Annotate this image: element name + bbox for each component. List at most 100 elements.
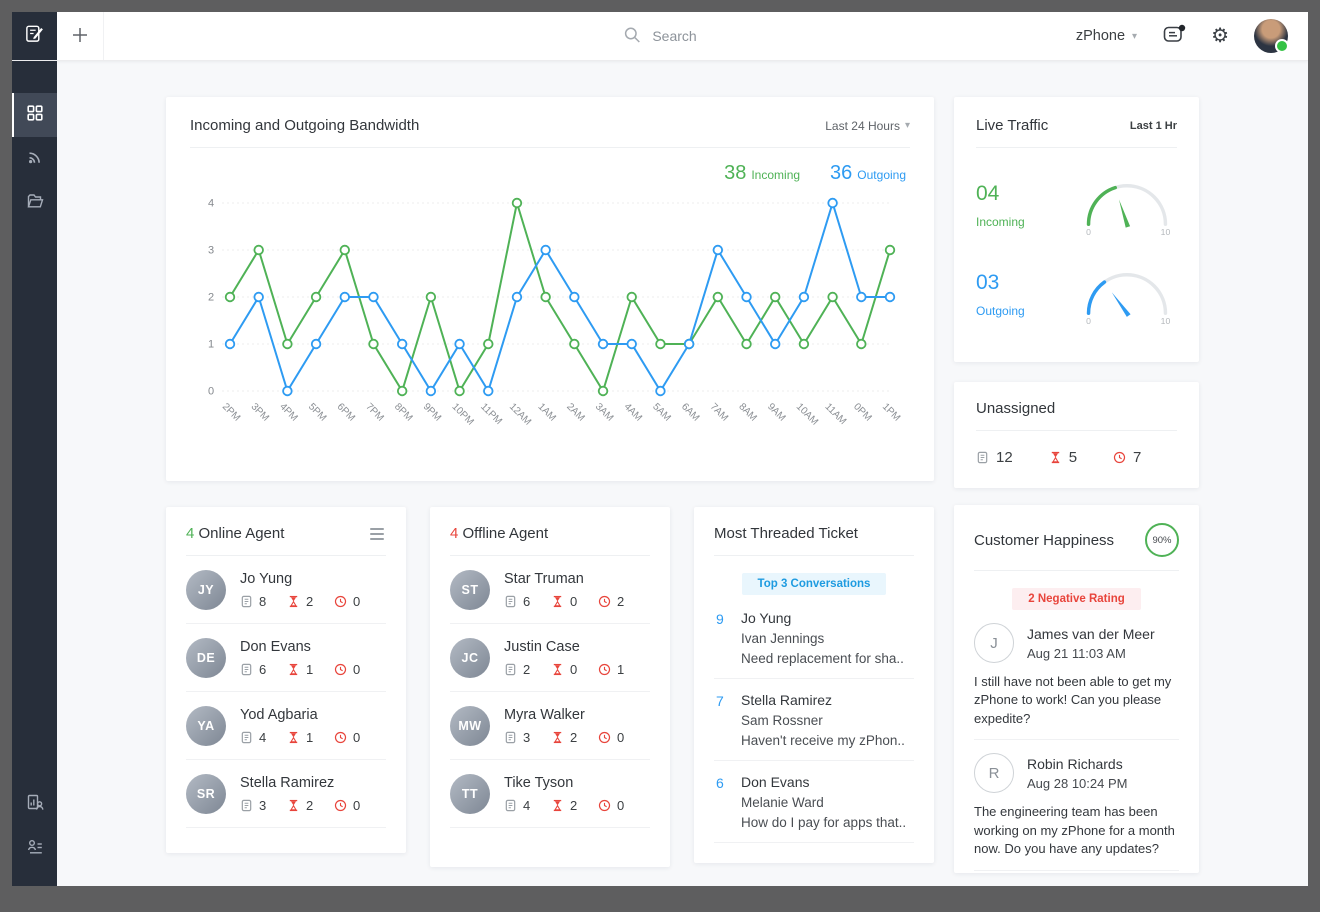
folder-icon	[26, 192, 44, 215]
svg-text:4AM: 4AM	[622, 401, 644, 423]
app-window: Search zPhone ▾ ⚙	[12, 12, 1308, 886]
notifications-button[interactable]	[1162, 24, 1186, 48]
add-new-button[interactable]	[57, 12, 104, 60]
svg-text:11PM: 11PM	[478, 401, 504, 427]
ticket-row[interactable]: 9 Jo Yung Ivan Jennings Need replacement…	[714, 597, 914, 679]
feedback-message: I still have not been able to get my zPh…	[974, 673, 1179, 741]
svg-text:5PM: 5PM	[306, 401, 328, 423]
thread-count: 7	[716, 693, 724, 709]
svg-text:0: 0	[1086, 227, 1091, 237]
unassigned-title: Unassigned	[976, 400, 1056, 417]
svg-text:2: 2	[208, 292, 214, 304]
svg-text:0: 0	[208, 386, 214, 398]
clock-icon	[598, 663, 611, 676]
grid-icon	[26, 104, 44, 127]
agent-name: Jo Yung	[240, 571, 293, 587]
unassigned-due: 7	[1133, 449, 1142, 466]
svg-text:8PM: 8PM	[392, 401, 414, 423]
department-label: zPhone	[1075, 28, 1126, 44]
hamburger-icon[interactable]	[368, 526, 386, 542]
agent-row[interactable]: SR Stella Ramirez 3 2 0	[186, 760, 386, 828]
due-count: 0	[353, 730, 361, 745]
hourglass-icon	[551, 799, 564, 812]
svg-text:9PM: 9PM	[421, 401, 443, 423]
hourglass-icon	[1049, 451, 1062, 464]
ticket-subject: Haven't receive my zPhon..	[741, 733, 905, 748]
agent-row[interactable]: JY Jo Yung 8 2 0	[186, 556, 386, 624]
hourglass-icon	[551, 731, 564, 744]
due-count: 0	[353, 662, 361, 677]
ticket-icon	[504, 663, 517, 676]
department-dropdown[interactable]: zPhone ▾	[1076, 28, 1137, 44]
hourglass-icon	[551, 663, 564, 676]
divider	[190, 147, 910, 148]
svg-text:2AM: 2AM	[564, 401, 586, 423]
overdue-count: 2	[570, 798, 578, 813]
search-input[interactable]: Search	[623, 26, 697, 47]
ticket-agent: Jo Yung	[741, 610, 792, 626]
overdue-count: 2	[306, 798, 314, 813]
agent-row[interactable]: TT Tike Tyson 4 2 0	[450, 760, 650, 828]
sidebar-item-archive[interactable]	[12, 181, 57, 225]
compose-logo-button[interactable]	[12, 12, 57, 60]
customer-happiness-card: Customer Happiness 90% 2 Negative Rating…	[954, 505, 1199, 873]
divider	[976, 147, 1177, 148]
ticket-row[interactable]: 7 Stella Ramirez Sam Rossner Haven't rec…	[714, 679, 914, 761]
svg-text:6PM: 6PM	[335, 401, 357, 423]
unassigned-overdue: 5	[1068, 449, 1078, 466]
svg-text:10AM: 10AM	[794, 401, 820, 427]
hourglass-icon	[551, 595, 564, 608]
incoming-legend-label: Incoming	[751, 168, 801, 182]
unassigned-tickets: 12	[996, 449, 1013, 466]
incoming-live-label: Incoming	[976, 214, 1025, 229]
svg-text:1PM: 1PM	[880, 401, 902, 423]
topbar: Search zPhone ▾ ⚙	[12, 12, 1308, 61]
customer-name: James van der Meer	[1027, 625, 1155, 642]
due-count: 0	[353, 594, 361, 609]
divider	[974, 570, 1179, 571]
outgoing-legend-label: Outgoing	[857, 168, 906, 182]
sidebar-item-contacts[interactable]	[12, 826, 57, 886]
chevron-down-icon: ▾	[1132, 30, 1138, 42]
sidebar-item-dashboard[interactable]	[12, 93, 57, 137]
agent-avatar: TT	[450, 774, 490, 814]
incoming-gauge: 0 10	[1086, 184, 1170, 237]
range-dropdown[interactable]: Last 24 Hours ▾	[825, 119, 910, 133]
chart-legend: 38 Incoming 36 Outgoing	[190, 162, 906, 185]
svg-text:3: 3	[208, 245, 214, 257]
agent-name: Don Evans	[240, 639, 311, 655]
ticket-count: 3	[523, 730, 531, 745]
sidebar-item-scorecard[interactable]	[12, 782, 57, 826]
feedback-date: Aug 21 11:03 AM	[1027, 645, 1126, 661]
feedback-item: R Robin Richards Aug 28 10:24 PM The eng…	[974, 753, 1179, 871]
agent-avatar: JC	[450, 638, 490, 678]
svg-text:10PM: 10PM	[449, 401, 475, 427]
agent-row[interactable]: JC Justin Case 2 0 1	[450, 624, 650, 692]
ticket-icon	[504, 731, 517, 744]
user-avatar[interactable]	[1254, 19, 1289, 53]
settings-gear-button[interactable]: ⚙	[1211, 26, 1229, 46]
agent-row[interactable]: ST Star Truman 6 0 2	[450, 556, 650, 624]
divider	[186, 555, 386, 556]
live-traffic-card: Live Traffic Last 1 Hr 04 Incoming 0 10	[954, 97, 1199, 362]
top-conversations-badge: Top 3 Conversations	[741, 573, 887, 595]
sidebar-item-feeds[interactable]	[12, 137, 57, 181]
svg-text:11AM: 11AM	[822, 401, 848, 427]
agent-row[interactable]: YA Yod Agbaria 4 1 0	[186, 692, 386, 760]
agent-name: Star Truman	[504, 571, 584, 587]
online-status-dot	[1275, 39, 1289, 53]
agent-row[interactable]: DE Don Evans 6 1 0	[186, 624, 386, 692]
ticket-icon	[240, 595, 253, 608]
divider	[714, 555, 914, 556]
ticket-row[interactable]: 6 Don Evans Melanie Ward How do I pay fo…	[714, 761, 914, 843]
gear-icon: ⚙	[1211, 25, 1229, 47]
ticket-count: 6	[259, 662, 267, 677]
clock-icon	[334, 731, 347, 744]
agent-avatar: JY	[186, 570, 226, 610]
agent-name: Yod Agbaria	[240, 707, 318, 723]
overdue-count: 1	[306, 730, 314, 745]
offline-agents-title: Offline Agent	[462, 525, 549, 542]
svg-text:2PM: 2PM	[220, 401, 242, 423]
hourglass-icon	[287, 663, 300, 676]
agent-row[interactable]: MW Myra Walker 3 2 0	[450, 692, 650, 760]
